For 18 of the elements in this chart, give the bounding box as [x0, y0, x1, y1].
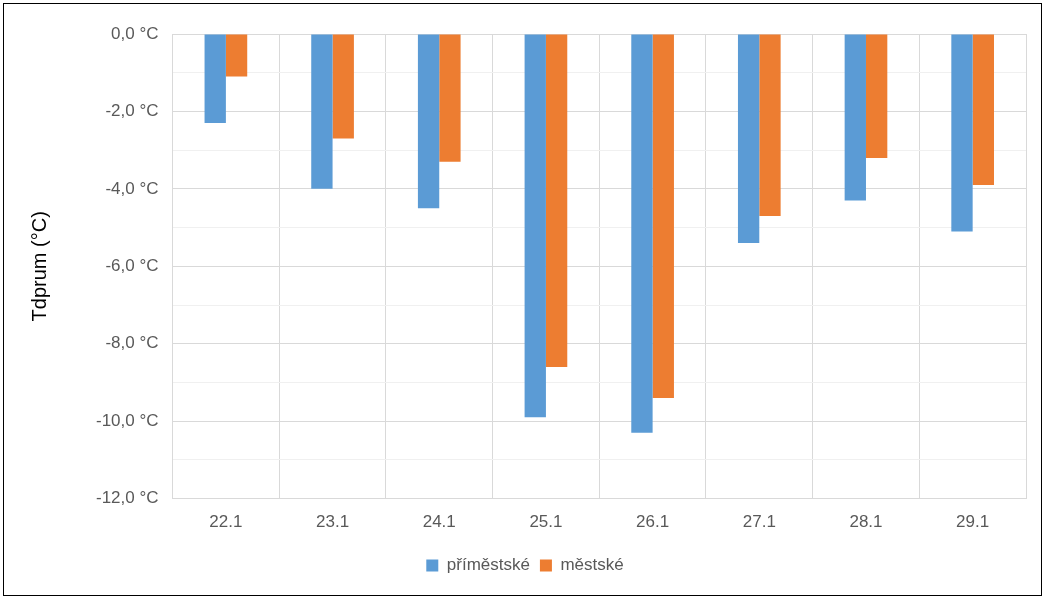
x-tick-label: 28.1 — [849, 512, 883, 532]
y-tick-label: -4,0 °C — [105, 178, 159, 198]
x-tick-label: 24.1 — [422, 512, 456, 532]
y-tick-label: -12,0 °C — [96, 488, 159, 508]
y-tick-label: -2,0 °C — [105, 101, 159, 121]
x-tick-label: 23.1 — [316, 512, 350, 532]
x-tick-label: 22.1 — [209, 512, 243, 532]
y-tick-label: -10,0 °C — [96, 410, 159, 430]
y-axis-title: Tdprum (°C) — [27, 211, 50, 322]
x-tick-label: 26.1 — [636, 512, 670, 532]
y-tick-label: -8,0 °C — [105, 333, 159, 353]
legend-label: příměstské — [446, 555, 530, 575]
y-tick-label: 0,0 °C — [111, 23, 159, 43]
legend-label: městské — [560, 555, 624, 575]
y-tick-label: -6,0 °C — [105, 255, 159, 275]
x-tick-label: 29.1 — [956, 512, 990, 532]
x-tick-label: 25.1 — [529, 512, 563, 532]
x-tick-label: 27.1 — [742, 512, 776, 532]
